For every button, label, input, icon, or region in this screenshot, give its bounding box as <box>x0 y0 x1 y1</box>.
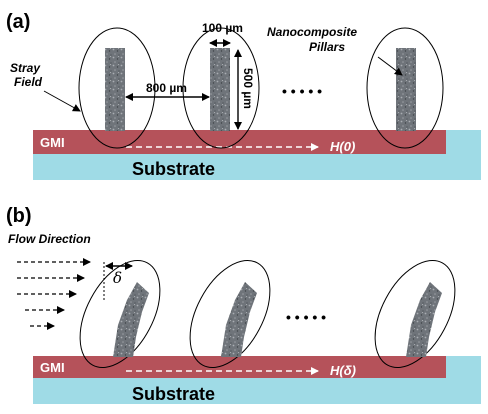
panel-a-label: (a) <box>6 11 30 33</box>
panel-a-stray-label-line2: Field <box>14 75 43 89</box>
panel-b-stray-field-1 <box>79 259 161 369</box>
panel-a-stray-pointer <box>43 90 81 112</box>
panel-b-gmi-label: GMI <box>40 360 65 375</box>
panel-b-label: (b) <box>6 205 32 227</box>
panel-a-nanocomposite-pointer <box>377 56 403 76</box>
panel-b-gmi-layer <box>33 356 446 378</box>
panel-a-stray-label-line1: Stray <box>10 61 41 75</box>
panel-a-gmi-layer <box>33 130 446 154</box>
panel-a-substrate-label: Substrate <box>132 159 215 179</box>
panel-a-gmi-label: GMI <box>40 135 65 150</box>
panel-a-stray-field-3 <box>366 27 444 149</box>
panel-a-nanocomposite-line2: Pillars <box>309 40 345 54</box>
panel-a-stray-field-2 <box>182 27 260 149</box>
panel-b-flow-label: Flow Direction <box>8 232 91 246</box>
panel-b-pillar-2 <box>221 282 257 357</box>
panel-b-ellipsis: • • • • • <box>286 309 326 325</box>
panel-a-field-label: H(0) <box>330 139 355 154</box>
panel-a-spacing-label: 800 µm <box>146 81 187 95</box>
panel-a-stray-field-1 <box>78 27 156 149</box>
panel-b-delta-label: δ <box>113 269 122 287</box>
panel-b-field-label: H(δ) <box>330 363 356 378</box>
panel-a-height-label: 500 µm <box>241 68 255 109</box>
panel-a-pillar-3 <box>396 48 416 131</box>
panel-a-pillar-1 <box>105 48 125 131</box>
panel-b-pillar-1 <box>113 282 149 357</box>
panel-a-width-label: 100 µm <box>202 21 243 35</box>
panel-b-stray-field-3 <box>374 259 456 369</box>
panel-b-stray-field-2 <box>189 259 271 369</box>
panel-a-nanocomposite-line1: Nanocomposite <box>267 25 357 39</box>
panel-b-pillar-3 <box>406 282 442 357</box>
panel-a-pillar-2 <box>210 48 230 131</box>
panel-a-ellipsis: • • • • • <box>282 83 322 99</box>
panel-b-substrate-label: Substrate <box>132 384 215 404</box>
